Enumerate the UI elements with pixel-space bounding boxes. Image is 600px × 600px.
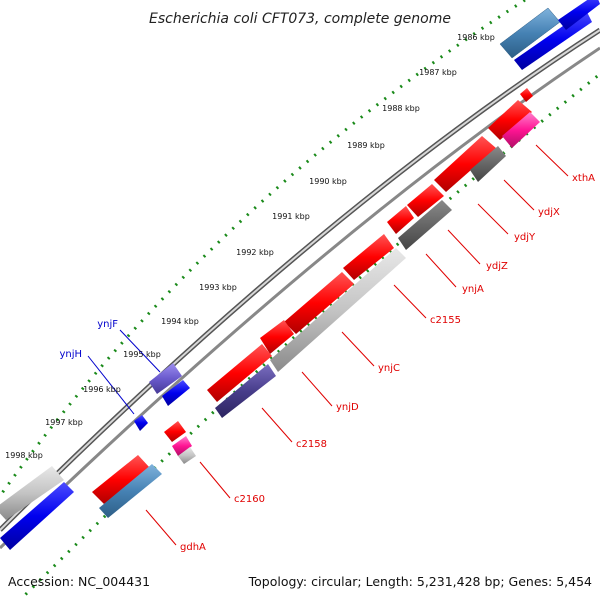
tick-label: 1990 kbp: [309, 177, 347, 186]
genome-backbone-outer: [0, 27, 600, 532]
tick-label: 1995 kbp: [123, 350, 161, 359]
tick-label: 1989 kbp: [347, 141, 385, 150]
tick-label: 1998 kbp: [5, 451, 43, 460]
gene-label[interactable]: ydjX: [538, 207, 560, 218]
gene-feature[interactable]: [558, 0, 600, 30]
gene-label[interactable]: ynjA: [462, 284, 484, 295]
gene-label[interactable]: ynjD: [336, 402, 359, 413]
gene-label[interactable]: ynjF: [97, 319, 118, 330]
accession-text: Accession: NC_004431: [8, 574, 150, 589]
gene-feature[interactable]: [502, 112, 540, 148]
genome-backbone-inner: [0, 29, 600, 531]
gene-label[interactable]: ydjZ: [486, 261, 508, 272]
tick-label: 1986 kbp: [457, 33, 495, 42]
tick-label: 1987 kbp: [419, 68, 457, 77]
gene-label[interactable]: ydjY: [514, 232, 536, 243]
tick-label: 1997 kbp: [45, 418, 83, 427]
label-leaders: [87, 144, 569, 546]
gene-feature[interactable]: [162, 380, 190, 406]
gene-feature[interactable]: [398, 200, 452, 250]
gene-feature[interactable]: [215, 364, 276, 418]
forward-genes: [0, 0, 600, 550]
gene-feature[interactable]: [488, 100, 532, 140]
gene-feature[interactable]: [520, 88, 533, 102]
gene-labels: xthA ydjX ydjY ydjZ ynjA c2155 ynjC ynjD c2158 c2…: [59, 173, 595, 553]
gene-label[interactable]: gdhA: [180, 542, 206, 553]
gene-feature[interactable]: [284, 272, 354, 334]
tick-labels: 1986 kbp 1987 kbp 1988 kbp 1989 kbp 1990 kbp…: [5, 33, 495, 460]
gene-feature[interactable]: [149, 363, 182, 394]
gene-label[interactable]: c2160: [234, 494, 265, 505]
gene-feature[interactable]: [164, 421, 186, 442]
gene-feature[interactable]: [260, 320, 294, 354]
reverse-genes: [92, 88, 540, 518]
gene-label[interactable]: ynjH: [59, 349, 82, 360]
gene-feature[interactable]: [178, 447, 196, 464]
gene-feature[interactable]: [99, 464, 162, 518]
gene-feature[interactable]: [0, 482, 74, 550]
genome-summary-text: Topology: circular; Length: 5,231,428 bp…: [248, 574, 592, 589]
genome-backbone-second: [0, 46, 600, 550]
gene-feature[interactable]: [407, 184, 444, 217]
tick-label: 1991 kbp: [272, 212, 310, 221]
gene-feature[interactable]: [434, 136, 496, 192]
gene-label[interactable]: ynjC: [378, 363, 400, 374]
gene-feature[interactable]: [343, 234, 394, 280]
gene-label[interactable]: c2155: [430, 315, 461, 326]
gene-label[interactable]: xthA: [572, 173, 595, 184]
gene-feature[interactable]: [470, 146, 506, 182]
gene-feature[interactable]: [134, 415, 148, 431]
gene-feature[interactable]: [172, 436, 192, 456]
tick-label: 1994 kbp: [161, 317, 199, 326]
tick-label: 1992 kbp: [236, 248, 274, 257]
gene-feature[interactable]: [207, 344, 272, 402]
tick-label: 1996 kbp: [83, 385, 121, 394]
gene-feature[interactable]: [270, 248, 406, 372]
gene-feature[interactable]: [387, 206, 414, 234]
tick-label: 1988 kbp: [382, 104, 420, 113]
gene-feature[interactable]: [92, 455, 150, 504]
gene-feature[interactable]: [0, 466, 64, 520]
gene-label[interactable]: c2158: [296, 439, 327, 450]
map-title: Escherichia coli CFT073, complete genome: [149, 11, 451, 27]
tick-label: 1993 kbp: [199, 283, 237, 292]
